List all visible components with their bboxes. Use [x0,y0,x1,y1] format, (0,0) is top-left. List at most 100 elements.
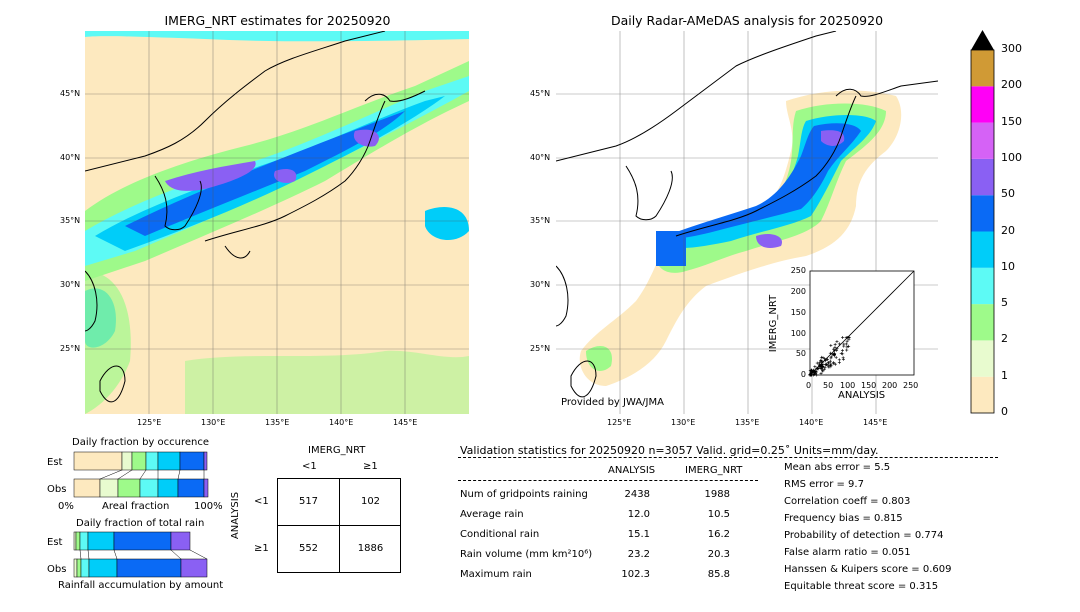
colorbar-segment [971,86,994,123]
scatter-point [821,362,825,366]
colorbar-segment [971,340,994,377]
contingency-cell: 517 [298,496,319,507]
left-map [85,31,469,414]
scatter-x-tick: 150 [861,381,877,390]
validation-col-imerg: IMERG_NRT [685,465,743,476]
validation-header-rule [458,457,998,458]
scatter-point [827,361,831,365]
scatter-point [837,358,841,362]
colorbar-segment [971,267,994,305]
lon-label: 135°E [265,418,290,427]
scatter-y-tick: 50 [795,349,806,358]
scatter-point [815,373,819,377]
validation-row-label: Num of gridpoints raining [460,489,588,500]
colorbar-segment [971,50,994,87]
occurrence-est-bar [73,451,208,471]
scatter-point [820,367,824,371]
colorbar-label: 10 [1001,259,1015,273]
score-line: Frequency bias = 0.815 [784,513,903,524]
validation-row-label: Average rain [460,509,524,520]
scatter-point [833,342,837,346]
colorbar-segment [971,304,994,341]
scatter-point [829,344,833,348]
contingency-row-title: ANALYSIS [230,491,242,540]
colorbar-segment [971,195,994,232]
scatter-x-tick: 250 [903,381,919,390]
scatter-diagonal [809,270,915,376]
colorbar-extend-arrow [971,30,994,50]
scatter-x-tick: 100 [840,381,856,390]
scatter-point [818,364,822,368]
contingency-cell: 102 [360,496,381,507]
lon-label: 135°E [735,418,760,427]
lon-label: 130°E [671,418,696,427]
scatter-point [815,366,819,370]
colorbar-label: 50 [1001,187,1015,201]
lat-label: 45°N [60,89,81,98]
lon-label: 140°E [329,418,354,427]
right-map [556,31,938,414]
contingency-cell: 552 [298,543,319,554]
lon-label: 145°E [863,418,888,427]
occurrence-axis-right: 100% [194,501,223,512]
validation-col-analysis: ANALYSIS [608,465,656,476]
scatter-point [840,348,844,352]
left-map-graticule [85,31,469,414]
scatter-point [828,359,832,363]
contingency-table: 517 102 552 1886 [277,478,401,573]
colorbar-label: 200 [1001,78,1022,92]
validation-row-imerg: 16.2 [707,529,730,540]
colorbar-segment [971,376,994,413]
scatter-point [835,348,839,352]
score-line: RMS error = 9.7 [784,479,864,490]
occurrence-connectors [99,469,205,480]
colorbar-segment [971,158,994,196]
validation-row-analysis: 2438 [624,489,650,500]
contingency-row-label: <1 [254,496,269,507]
contingency-divider [278,525,400,526]
scatter-point [832,361,836,365]
scatter-point [815,361,819,365]
colorbar-segments [971,50,994,413]
lat-label: 40°N [60,153,81,162]
validation-header: Validation statistics for 20250920 n=305… [460,444,879,457]
contingency-col-label: ≥1 [363,461,378,472]
totalrain-est-bar [73,531,191,551]
totalrain-bars [73,531,208,578]
validation-table-rule [458,480,758,481]
score-line: Mean abs error = 5.5 [784,462,891,473]
occurrence-row-est: Est [47,457,63,468]
right-map-coastlines [556,31,938,398]
scatter-point [841,352,845,356]
scatter-point [845,345,849,349]
lat-label: 35°N [60,216,81,225]
lat-label: 35°N [530,216,551,225]
contingency-cell: 1886 [357,543,384,554]
scatter-y-tick: 100 [790,329,806,338]
validation-row-label: Maximum rain [460,569,532,580]
validation-row-imerg: 1988 [704,489,730,500]
validation-row-analysis: 102.3 [621,569,650,580]
scatter-point [824,363,828,367]
lat-label: 25°N [60,344,81,353]
scatter-point [832,347,836,351]
scatter-point [833,351,837,355]
colorbar-label: 1 [1001,368,1008,382]
colorbar-segment [971,122,994,159]
validation-row-analysis: 12.0 [627,509,650,520]
left-map-coastlines [85,31,426,403]
scatter-inset [808,270,915,377]
totalrain-title: Daily fraction of total rain [76,518,205,529]
scatter-point [834,355,838,359]
scatter-point [837,361,841,365]
scatter-point [847,344,851,348]
scatter-point [819,358,823,362]
right-map-title: Daily Radar-AMeDAS analysis for 20250920 [610,13,884,28]
scatter-point [824,357,828,361]
lat-label: 30°N [530,280,551,289]
validation-row-analysis: 15.1 [627,529,650,540]
contingency-row-label: ≥1 [254,543,269,554]
occurrence-bars [73,451,209,498]
score-line: Correlation coeff = 0.803 [784,496,911,507]
scatter-point [822,367,826,371]
